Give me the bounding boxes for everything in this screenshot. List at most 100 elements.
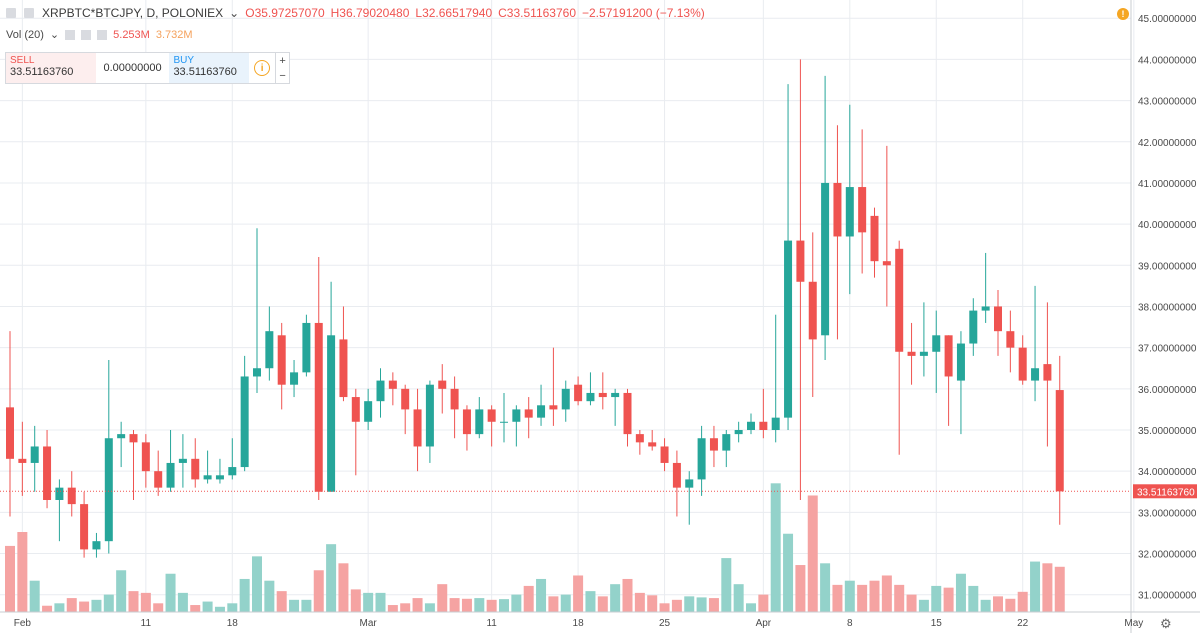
volume-bar (239, 578, 250, 612)
price-tick-label: 35.00000000 (1138, 426, 1197, 437)
candle-body (6, 407, 14, 459)
candle-body (290, 372, 299, 385)
candle-body (80, 504, 89, 550)
time-tick-label: 11 (141, 618, 152, 629)
volume-bar (29, 580, 40, 612)
volume-bar (869, 580, 880, 612)
volume-bar (906, 594, 917, 612)
candle-body (265, 331, 274, 369)
price-axis[interactable]: 30.0000000031.0000000032.0000000033.0000… (1130, 0, 1197, 638)
candles (6, 59, 1064, 558)
volume-bar (474, 598, 485, 612)
close-icon[interactable] (24, 8, 34, 18)
volume-bar (66, 598, 77, 612)
trade-panel: SELL 33.51163760 0.00000000 BUY 33.51163… (5, 52, 290, 84)
price-tick-label: 38.00000000 (1138, 302, 1197, 313)
sell-price: 33.51163760 (10, 66, 74, 78)
buy-label: BUY (173, 55, 194, 66)
volume-bar (955, 573, 966, 612)
volume-bar (659, 603, 670, 612)
sell-button[interactable]: SELL 33.51163760 (6, 53, 96, 83)
plus-button[interactable]: + (279, 54, 286, 67)
volume-bar (968, 585, 979, 612)
buy-price: 33.51163760 (173, 66, 237, 78)
volume-bar (881, 575, 892, 612)
candle-body (462, 409, 471, 435)
volume-bar (647, 595, 658, 612)
candle-body (401, 388, 410, 410)
volume-bar (375, 592, 386, 612)
volume-bar (289, 599, 300, 612)
candle-body (154, 471, 163, 488)
price-tick-label: 45.00000000 (1138, 14, 1197, 25)
time-tick-label: 18 (573, 618, 585, 629)
volume-legend: Vol (20) ⌄ 5.253M 3.732M (6, 28, 193, 42)
info-button[interactable]: i (249, 53, 275, 83)
volume-bar (1042, 563, 1053, 612)
volume-bar (622, 578, 633, 612)
price-tick-label: 40.00000000 (1138, 220, 1197, 231)
candle-body (129, 434, 138, 443)
volume-bar (424, 603, 435, 612)
candle-body (907, 351, 916, 356)
volume-bar (536, 578, 547, 612)
minus-button[interactable]: − (279, 69, 286, 82)
time-axis[interactable]: Feb 11 18 Mar 11 18 25 Apr 8 15 22 May (0, 611, 1200, 629)
price-tick-label: 34.00000000 (1138, 467, 1197, 478)
volume-bar (165, 573, 176, 612)
quantity-stepper[interactable]: + − (275, 53, 289, 83)
candle-body (944, 335, 953, 377)
grid (0, 0, 1135, 637)
candle-body (1055, 390, 1064, 492)
candle-body (870, 215, 879, 262)
candle-body (178, 458, 187, 463)
volume-bar (696, 597, 707, 612)
hide-icon[interactable] (81, 29, 92, 40)
ohlc-high: H36.79020480 (330, 6, 410, 20)
candle-body (771, 417, 780, 430)
volume-bar (338, 563, 349, 612)
volume-bar (227, 603, 238, 612)
close-icon[interactable] (97, 29, 108, 40)
candle-body (709, 438, 718, 451)
price-tick-label: 36.00000000 (1138, 385, 1197, 396)
time-tick-label: 22 (1017, 618, 1029, 629)
collapse-icon[interactable] (6, 8, 16, 18)
candle-body (821, 182, 830, 336)
settings-icon[interactable] (65, 29, 76, 40)
volume-bar (857, 584, 868, 612)
volume-bar (17, 532, 28, 612)
chevron-down-icon[interactable]: ⌄ (229, 6, 240, 20)
symbol-title[interactable]: XRPBTC*BTCJPY, D, POLONIEX (42, 6, 224, 20)
volume-bar (844, 580, 855, 612)
volume-label[interactable]: Vol (20) (6, 28, 44, 41)
candle-body (67, 487, 76, 505)
volume-bar (412, 598, 423, 612)
time-tick-label: 11 (486, 618, 497, 629)
candle-body (203, 475, 212, 480)
candle-body (104, 438, 113, 542)
candle-body (635, 434, 644, 443)
candle-body (30, 446, 39, 463)
candle-body (413, 409, 422, 447)
time-tick-label: 15 (931, 618, 943, 629)
warning-icon[interactable]: ! (1117, 8, 1129, 20)
candle-body (549, 405, 558, 410)
candle-body (43, 446, 52, 500)
gear-icon[interactable]: ⚙ (1160, 616, 1172, 631)
buy-button[interactable]: BUY 33.51163760 (169, 53, 250, 83)
volume-bar (758, 594, 769, 612)
price-tick-label: 41.00000000 (1138, 179, 1197, 190)
candle-body (141, 442, 150, 472)
volume-bar (795, 565, 806, 612)
chevron-down-icon[interactable]: ⌄ (49, 29, 60, 41)
candle-body (586, 392, 595, 402)
candle-body (1043, 364, 1052, 381)
volume-bar (610, 584, 621, 612)
candle-body (117, 434, 126, 439)
candle-body (475, 409, 484, 435)
volume-bar (400, 603, 411, 612)
volume-bar (5, 545, 15, 612)
